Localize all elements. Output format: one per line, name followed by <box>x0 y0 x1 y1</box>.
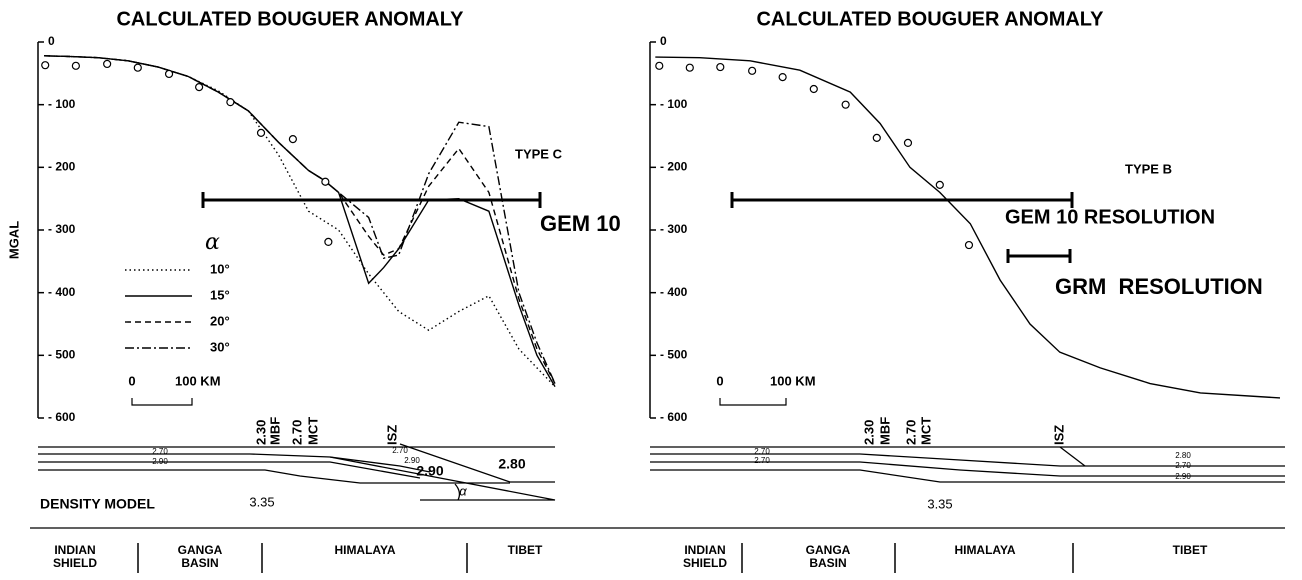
annotation: GEM 10 <box>540 211 621 236</box>
y-tick-label: - 600 <box>660 410 688 424</box>
density-label: 2.90 <box>1175 472 1191 481</box>
observed-point <box>810 86 817 93</box>
density-model-left <box>38 444 555 500</box>
density-label: MBF <box>877 417 892 445</box>
density-label: 2.80 <box>498 456 525 472</box>
y-tick-label: - 300 <box>48 222 76 236</box>
y-tick-label: - 100 <box>48 97 76 111</box>
observed-point <box>749 67 756 74</box>
density-label: ISZ <box>384 425 399 445</box>
y-tick-label: - 200 <box>660 160 688 174</box>
density-label: 2.80 <box>1175 451 1191 460</box>
region-label: GANGA BASIN <box>165 544 235 570</box>
observed-point <box>42 62 49 69</box>
y-tick-label: - 200 <box>48 160 76 174</box>
observed-point <box>656 62 663 69</box>
y-tick-label: - 400 <box>660 285 688 299</box>
scale-label: 100 KM <box>770 373 816 388</box>
region-label: TIBET <box>1155 544 1225 557</box>
y-tick-label: - 500 <box>660 348 688 362</box>
chart-title: CALCULATED BOUGUER ANOMALY <box>756 8 1104 30</box>
series-line <box>44 56 555 387</box>
annotation: TYPE C <box>515 146 563 161</box>
observed-point <box>717 64 724 71</box>
observed-point <box>936 181 943 188</box>
observed-point <box>779 74 786 81</box>
y-tick-label: - 400 <box>48 285 76 299</box>
density-label: 3.35 <box>927 496 952 511</box>
chart: MGAL CALCULATED BOUGUER ANOMALY 0 - 100 - 2… <box>0 0 1302 580</box>
observed-point <box>842 101 849 108</box>
y-axis-label: MGAL <box>6 221 21 259</box>
region-label: INDIAN SHIELD <box>40 544 110 570</box>
legend-label: 30° <box>210 339 230 354</box>
observed-point <box>258 129 265 136</box>
density-label: 2.30 <box>253 420 268 445</box>
density-label: 2.70 <box>392 446 408 455</box>
observed-point <box>227 99 234 106</box>
observed-point <box>166 70 173 77</box>
density-label: 2.70 <box>289 420 304 445</box>
y-tick-label: - 300 <box>660 222 688 236</box>
scale-label: 0 <box>128 373 135 388</box>
resolution-bars <box>203 192 1072 263</box>
density-label: 2.70 <box>1175 461 1191 470</box>
density-label: MCT <box>305 417 320 445</box>
y-tick-label: - 600 <box>48 410 76 424</box>
density-title: DENSITY MODEL <box>40 496 155 512</box>
density-label: α <box>459 483 467 498</box>
observed-point <box>965 242 972 249</box>
legend-label: 10° <box>210 261 230 276</box>
density-label: 2.70 <box>152 447 168 456</box>
annotation: GEM 10 RESOLUTION <box>1005 206 1215 228</box>
legend-label: 20° <box>210 313 230 328</box>
density-label: MCT <box>918 417 933 445</box>
density-label: 2.70 <box>903 420 918 445</box>
density-label: 2.30 <box>861 420 876 445</box>
region-dividers <box>138 543 1073 573</box>
figure: MGAL CALCULATED BOUGUER ANOMALY 0 - 100 - 2… <box>0 0 1302 580</box>
series-line <box>44 56 555 384</box>
region-label: INDIAN SHIELD <box>670 544 740 570</box>
region-label: TIBET <box>490 544 560 557</box>
y-tick-label: - 100 <box>660 97 688 111</box>
density-label: 2.90 <box>152 457 168 466</box>
observed-point <box>686 64 693 71</box>
observed-point <box>196 84 203 91</box>
y-tick-label: 0 <box>660 34 667 48</box>
region-label: HIMALAYA <box>950 544 1020 557</box>
density-label: 3.35 <box>249 494 274 509</box>
density-label: MBF <box>267 417 282 445</box>
legend-label: 15° <box>210 287 230 302</box>
chart-title: CALCULATED BOUGUER ANOMALY <box>116 8 464 30</box>
y-tick-label: - 500 <box>48 348 76 362</box>
series-line <box>44 56 555 387</box>
legend-title: α <box>205 230 220 255</box>
observed-point <box>72 62 79 69</box>
density-label: 2.70 <box>754 456 770 465</box>
annotation: TYPE B <box>1125 161 1172 176</box>
scale-label: 0 <box>716 373 723 388</box>
scale-bars <box>132 398 786 405</box>
observed-point <box>104 60 111 67</box>
series-line <box>44 56 555 384</box>
observed-point <box>325 238 332 245</box>
density-label: ISZ <box>1051 425 1066 445</box>
observed-point <box>134 64 141 71</box>
observed-point <box>289 136 296 143</box>
region-label: HIMALAYA <box>330 544 400 557</box>
annotation: GRM RESOLUTION <box>1055 274 1263 299</box>
observed-point <box>904 139 911 146</box>
density-label: 2.90 <box>416 463 443 479</box>
observed-point <box>873 134 880 141</box>
observed-point <box>322 178 329 185</box>
density-label: 2.70 <box>754 447 770 456</box>
y-tick-label: 0 <box>48 34 55 48</box>
scale-label: 100 KM <box>175 373 221 388</box>
region-label: GANGA BASIN <box>793 544 863 570</box>
